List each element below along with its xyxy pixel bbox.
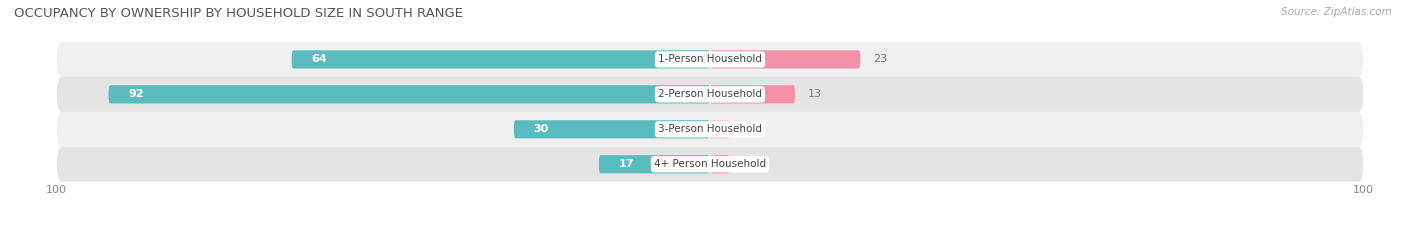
- Text: 13: 13: [808, 89, 823, 99]
- Text: 23: 23: [873, 55, 887, 64]
- FancyBboxPatch shape: [108, 85, 710, 103]
- Text: 92: 92: [128, 89, 143, 99]
- Text: 1-Person Household: 1-Person Household: [658, 55, 762, 64]
- FancyBboxPatch shape: [710, 50, 860, 69]
- Text: 3: 3: [742, 159, 749, 169]
- Text: 17: 17: [619, 159, 634, 169]
- FancyBboxPatch shape: [599, 155, 710, 173]
- Text: Source: ZipAtlas.com: Source: ZipAtlas.com: [1281, 7, 1392, 17]
- FancyBboxPatch shape: [710, 120, 730, 138]
- FancyBboxPatch shape: [710, 85, 794, 103]
- FancyBboxPatch shape: [56, 147, 1364, 182]
- Text: 0: 0: [723, 124, 730, 134]
- Text: 3-Person Household: 3-Person Household: [658, 124, 762, 134]
- FancyBboxPatch shape: [710, 155, 730, 173]
- FancyBboxPatch shape: [56, 112, 1364, 147]
- Text: 64: 64: [311, 55, 328, 64]
- Text: OCCUPANCY BY OWNERSHIP BY HOUSEHOLD SIZE IN SOUTH RANGE: OCCUPANCY BY OWNERSHIP BY HOUSEHOLD SIZE…: [14, 7, 463, 20]
- Text: 2-Person Household: 2-Person Household: [658, 89, 762, 99]
- FancyBboxPatch shape: [515, 120, 710, 138]
- Text: 4+ Person Household: 4+ Person Household: [654, 159, 766, 169]
- FancyBboxPatch shape: [56, 42, 1364, 77]
- FancyBboxPatch shape: [56, 77, 1364, 112]
- FancyBboxPatch shape: [291, 50, 710, 69]
- Text: 30: 30: [533, 124, 548, 134]
